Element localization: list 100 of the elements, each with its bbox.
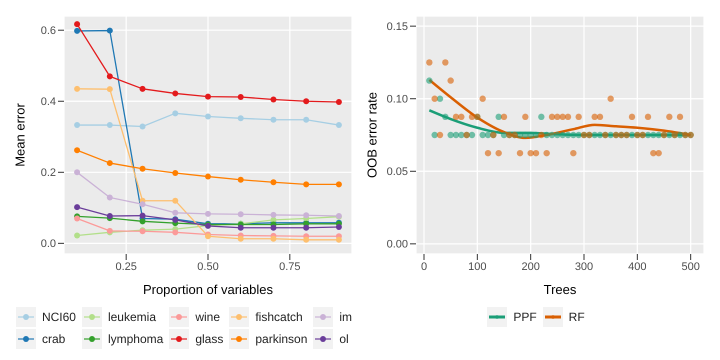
y-axis-title: OOB error rate [364,92,380,178]
point [527,132,534,138]
point [596,132,604,138]
point [74,122,80,128]
point [336,224,342,230]
point [431,132,438,138]
legend-label: glass [195,332,224,346]
x-tick-label: 400 [628,260,647,273]
point [106,194,113,201]
point [548,114,556,120]
legend-label: RF [568,310,585,324]
point [336,236,342,243]
point [532,150,540,156]
point [495,114,502,120]
point [106,212,113,219]
y-tick-label: 0.6 [40,25,56,38]
point [596,114,604,120]
x-tick-label: 0.50 [197,260,219,273]
point [238,176,244,183]
point [452,132,460,138]
point [628,114,636,120]
point [468,114,476,120]
x-tick-label: 0.25 [115,260,137,273]
point [303,181,310,188]
point [238,94,244,100]
point [172,229,178,236]
x-tick-label: 300 [574,260,594,273]
point [140,166,146,172]
point [436,96,444,102]
point [303,212,310,218]
x-tick-label: 500 [681,260,700,273]
point [559,132,566,138]
y-tick-label: 0.10 [386,94,408,106]
point [74,21,80,28]
point [74,232,80,239]
point [172,110,178,116]
point [336,181,342,188]
point [607,96,614,102]
legend-label: wine [195,310,220,324]
point [140,218,146,224]
point [205,94,211,100]
point [140,201,146,208]
point [140,123,146,130]
point [564,132,572,138]
point [238,236,244,242]
point [575,132,582,138]
legend-label: ol [339,332,349,346]
point [238,211,244,218]
point [468,132,476,138]
point [426,59,433,66]
x-tick-label: 0 [420,260,428,273]
point [270,116,276,123]
point [666,114,673,120]
point [538,132,545,138]
point [336,122,342,128]
point [106,73,113,80]
point [74,28,80,34]
point [650,150,657,156]
point [270,224,276,231]
point [336,98,342,105]
point [575,114,582,120]
legend-label: leukemia [108,310,156,324]
point [644,114,652,120]
y-tick-label: 0.2 [40,167,56,180]
point [106,160,113,166]
point [172,170,178,176]
point [500,114,508,120]
point [500,132,508,138]
point [172,198,178,204]
point [458,114,465,120]
point [205,114,211,120]
point [303,236,310,243]
point [270,179,276,186]
legend-label: NCI60 [42,310,76,324]
point [205,174,211,180]
point [140,86,146,92]
legend-label: lymphoma [108,332,164,346]
x-axis-title: Trees [544,282,577,297]
point [527,150,534,156]
legend-label: fishcatch [255,310,303,324]
point [303,98,310,104]
point [564,114,572,120]
point [676,114,684,120]
point [554,114,561,120]
y-tick-label: 0.05 [386,166,408,178]
y-tick-label: 0.4 [40,96,56,108]
point [548,132,556,138]
x-tick-label: 100 [468,260,487,273]
point [172,90,178,96]
point [238,224,244,231]
point [238,115,244,122]
point [74,86,80,92]
point [74,204,80,210]
point [205,210,211,217]
point [516,150,524,156]
point [543,150,550,156]
point [106,28,113,34]
point [655,150,662,156]
point [426,77,433,84]
point [270,96,276,102]
